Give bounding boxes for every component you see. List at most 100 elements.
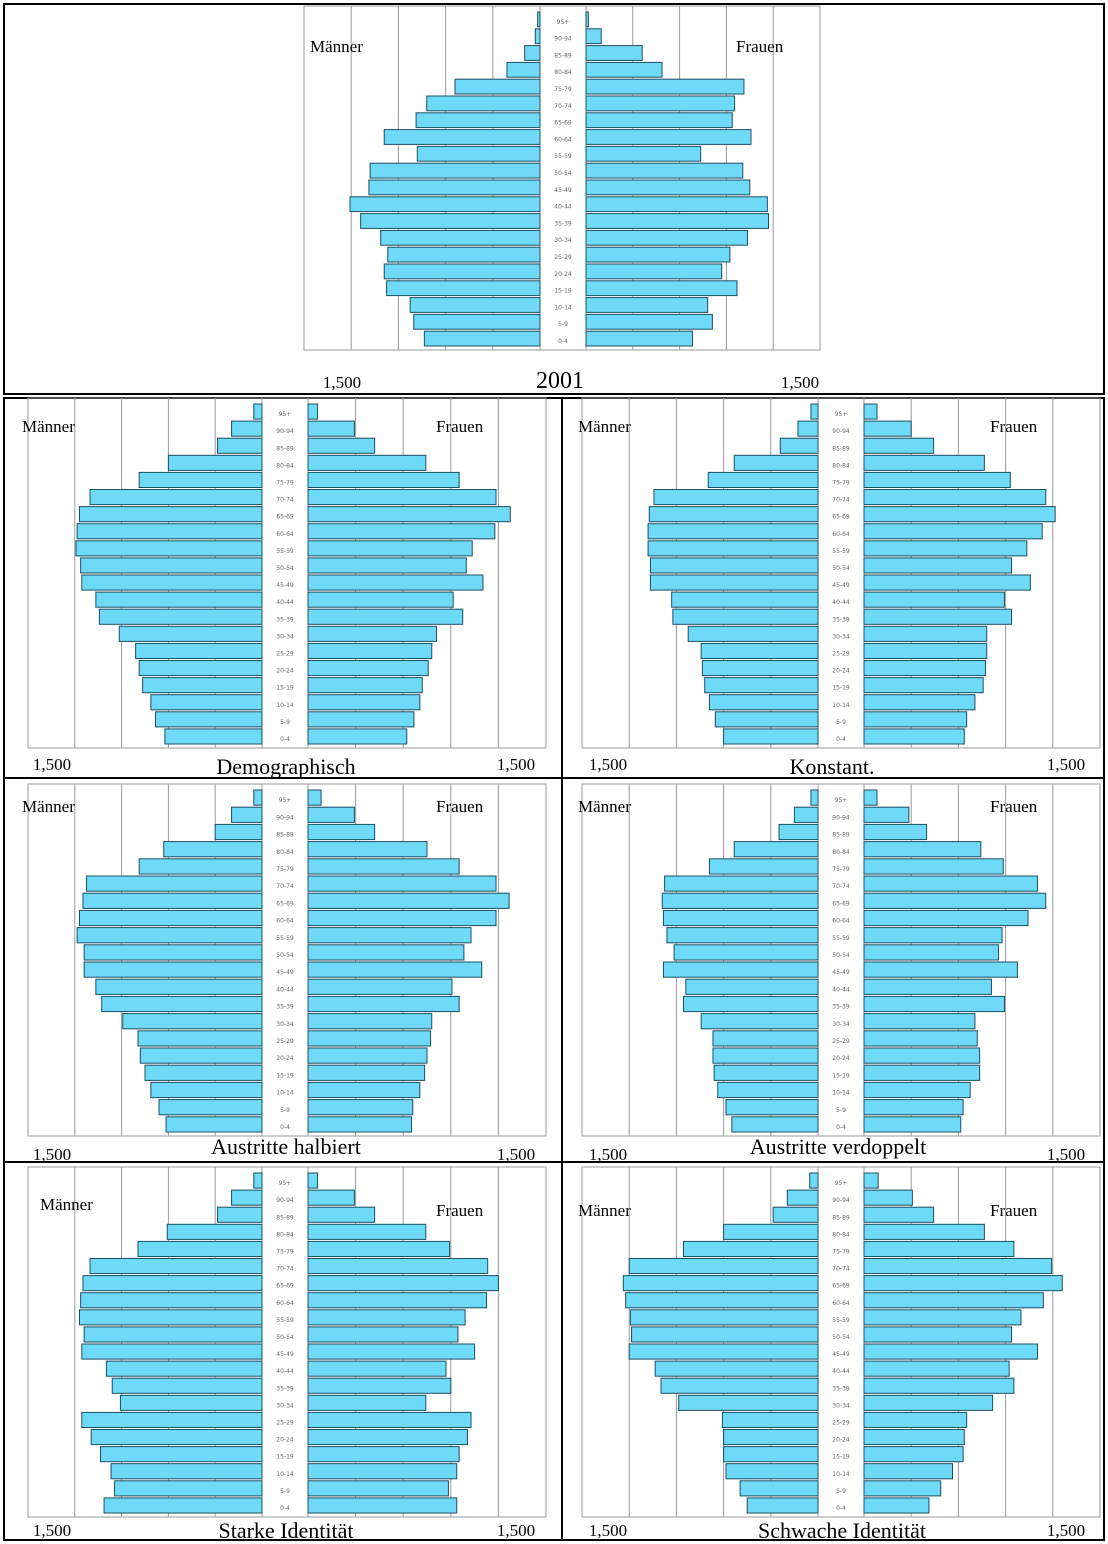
age-group-label: 20-24 <box>832 1055 850 1062</box>
bar-female <box>307 1480 449 1497</box>
bar-male <box>76 523 263 540</box>
tick-label: 1,500 <box>589 755 627 774</box>
bar-female <box>863 471 1011 488</box>
bar-male <box>423 330 541 347</box>
age-group-label: 15-19 <box>276 685 294 692</box>
bar-male <box>409 297 541 313</box>
bar-male <box>628 1343 819 1360</box>
bar-female <box>307 489 497 506</box>
bar-female <box>585 112 733 129</box>
bar-male <box>786 1189 819 1206</box>
tick-label: 1,500 <box>589 1521 627 1540</box>
bar-female <box>307 1309 466 1326</box>
bar-female <box>863 1480 942 1497</box>
age-group-label: 30-34 <box>832 633 850 640</box>
age-group-label: 35-39 <box>276 1004 294 1011</box>
age-group-label: 75-79 <box>832 480 850 487</box>
bar-female <box>863 909 1029 927</box>
bar-female <box>863 625 988 642</box>
age-group-label: 45-49 <box>832 582 850 589</box>
bar-female <box>307 944 465 961</box>
bar-male <box>105 1360 263 1377</box>
bar-male <box>101 995 263 1013</box>
age-group-label: 10-14 <box>832 1090 850 1097</box>
age-group-label: 25-29 <box>554 254 572 261</box>
bar-female <box>863 1172 879 1189</box>
bar-male <box>725 1463 819 1480</box>
bar-male <box>631 1326 819 1343</box>
age-group-label: 80-84 <box>832 462 850 469</box>
age-group-label: 95+ <box>279 411 292 418</box>
bar-female <box>863 608 1012 625</box>
bar-male <box>231 420 263 437</box>
age-group-label: 35-39 <box>832 1004 850 1011</box>
tick-label: 1,500 <box>497 755 535 774</box>
age-group-label: 65-69 <box>276 1283 294 1290</box>
age-group-label: 60-64 <box>276 531 294 538</box>
bar-male <box>142 677 263 694</box>
bar-male <box>380 229 541 246</box>
bar-female <box>307 728 408 745</box>
panel-frame <box>3 3 1105 395</box>
bar-male <box>713 1064 819 1081</box>
bar-female <box>307 471 460 488</box>
bar-female <box>585 313 713 330</box>
bar-female <box>585 246 731 263</box>
bar-male <box>76 927 263 944</box>
bar-female <box>585 280 738 297</box>
bar-male <box>82 892 263 909</box>
bar-female <box>863 728 965 745</box>
bar-male <box>662 961 819 978</box>
bar-male <box>110 1463 263 1480</box>
age-group-label: 75-79 <box>276 1249 294 1256</box>
bar-male <box>83 944 263 961</box>
bar-female <box>863 1189 913 1206</box>
age-group-label: 0-4 <box>280 1505 290 1512</box>
age-group-label: 85-89 <box>554 52 572 59</box>
age-group-label: 65-69 <box>832 1283 850 1290</box>
age-group-label: 20-24 <box>276 1437 294 1444</box>
age-group-label: 50-54 <box>276 952 294 959</box>
age-group-label: 30-34 <box>832 1021 850 1028</box>
age-group-label: 5-9 <box>836 1107 846 1114</box>
pyramid-panel: 0-4 5-9 10-14 15-19 20-24 25-29 30-34 35-39 40-4… <box>3 1161 563 1543</box>
age-group-label: 85-89 <box>276 445 294 452</box>
bar-female <box>863 1116 962 1133</box>
age-group-label: 65-69 <box>276 514 294 521</box>
age-group-label: 35-39 <box>832 1385 850 1392</box>
bar-female <box>863 1275 1063 1292</box>
bar-male <box>75 540 263 557</box>
plot-area <box>303 5 821 351</box>
bar-female <box>863 660 987 677</box>
bar-female <box>307 1446 460 1463</box>
right-label: Frauen <box>436 417 484 436</box>
bar-male <box>80 557 263 574</box>
age-group-label: 5-9 <box>836 1488 846 1495</box>
age-group-label: 25-29 <box>276 1420 294 1427</box>
bar-male <box>78 506 263 523</box>
pyramid-panel: 0-4 5-9 10-14 15-19 20-24 25-29 30-34 35-39 40-4… <box>3 397 563 779</box>
bar-male <box>714 711 819 728</box>
bar-male <box>413 313 541 330</box>
bar-male <box>678 1394 819 1411</box>
age-group-label: 70-74 <box>276 497 294 504</box>
pyramid-panel: 0-4 5-9 10-14 15-19 20-24 25-29 30-34 35-39 40-4… <box>561 397 1105 779</box>
bar-male <box>700 1013 819 1030</box>
bar-male <box>78 1309 263 1326</box>
bar-female <box>307 540 473 557</box>
panel-title: Austritte verdoppelt <box>750 1134 927 1159</box>
age-group-label: 35-39 <box>554 220 572 227</box>
bar-female <box>307 523 496 540</box>
bar-female <box>307 961 483 978</box>
age-group-label: 70-74 <box>832 497 850 504</box>
right-label: Frauen <box>990 1201 1038 1220</box>
bar-female <box>863 1206 935 1223</box>
panel-title: Demographisch <box>216 754 355 779</box>
bar-male <box>682 1240 819 1258</box>
bar-male <box>685 978 819 995</box>
bar-male <box>661 892 819 909</box>
age-group-label: 90-94 <box>832 814 850 821</box>
bar-female <box>307 403 319 420</box>
bar-male <box>648 506 819 523</box>
age-group-label: 40-44 <box>276 599 294 606</box>
